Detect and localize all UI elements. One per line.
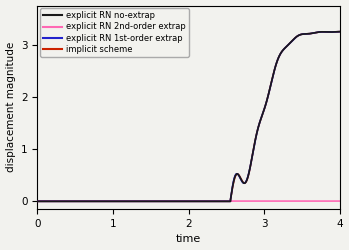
implicit scheme <box>338 30 342 33</box>
implicit scheme <box>214 200 218 203</box>
explicit RN 1st-order extrap <box>145 200 149 203</box>
explicit RN no-extrap <box>338 200 342 202</box>
explicit RN no-extrap <box>228 200 232 202</box>
implicit scheme <box>145 200 149 203</box>
explicit RN 1st-order extrap <box>51 200 55 203</box>
explicit RN 1st-order extrap <box>214 200 218 203</box>
Line: implicit scheme: implicit scheme <box>37 32 340 201</box>
explicit RN no-extrap <box>276 200 280 202</box>
explicit RN 1st-order extrap <box>338 30 342 33</box>
explicit RN 2nd-order extrap <box>51 200 55 203</box>
explicit RN 2nd-order extrap <box>145 200 149 203</box>
explicit RN 1st-order extrap <box>260 114 264 117</box>
implicit scheme <box>35 200 39 203</box>
explicit RN no-extrap <box>145 200 149 202</box>
implicit scheme <box>228 200 232 203</box>
implicit scheme <box>276 58 280 60</box>
explicit RN 2nd-order extrap <box>338 30 342 33</box>
X-axis label: time: time <box>176 234 201 244</box>
explicit RN 2nd-order extrap <box>35 200 39 203</box>
implicit scheme <box>51 200 55 203</box>
Line: explicit RN 2nd-order extrap: explicit RN 2nd-order extrap <box>37 32 340 201</box>
implicit scheme <box>260 115 264 118</box>
explicit RN no-extrap <box>214 200 218 202</box>
Line: explicit RN 1st-order extrap: explicit RN 1st-order extrap <box>37 32 340 201</box>
Y-axis label: displacement magnitude: displacement magnitude <box>6 42 16 172</box>
explicit RN 2nd-order extrap <box>214 200 218 203</box>
explicit RN 2nd-order extrap <box>228 200 232 203</box>
explicit RN 1st-order extrap <box>276 58 280 60</box>
explicit RN 2nd-order extrap <box>260 115 264 118</box>
explicit RN no-extrap <box>51 200 55 202</box>
Legend: explicit RN no-extrap, explicit RN 2nd-order extrap, explicit RN 1st-order extra: explicit RN no-extrap, explicit RN 2nd-o… <box>40 8 189 57</box>
explicit RN 1st-order extrap <box>35 200 39 203</box>
explicit RN no-extrap <box>35 200 39 202</box>
explicit RN no-extrap <box>260 200 264 202</box>
explicit RN 2nd-order extrap <box>276 58 280 60</box>
explicit RN 1st-order extrap <box>228 200 232 203</box>
